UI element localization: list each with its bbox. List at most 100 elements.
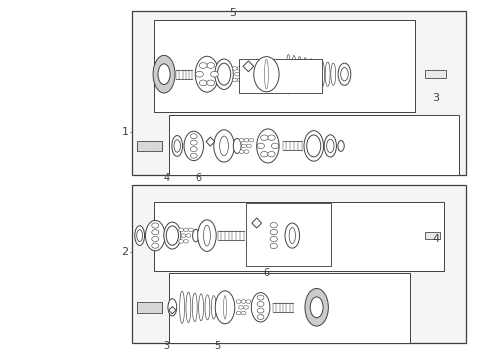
Ellipse shape bbox=[306, 135, 320, 157]
Circle shape bbox=[271, 143, 278, 149]
Ellipse shape bbox=[183, 131, 203, 161]
Circle shape bbox=[267, 135, 275, 140]
Circle shape bbox=[236, 300, 241, 303]
Circle shape bbox=[267, 152, 275, 157]
Bar bbox=[154, 21, 414, 112]
Text: 1: 1 bbox=[122, 127, 128, 136]
Circle shape bbox=[241, 144, 246, 148]
Ellipse shape bbox=[264, 59, 268, 89]
Ellipse shape bbox=[304, 131, 323, 161]
Text: 5: 5 bbox=[214, 341, 221, 351]
Ellipse shape bbox=[324, 135, 336, 157]
Circle shape bbox=[151, 223, 159, 228]
Circle shape bbox=[199, 63, 207, 68]
Ellipse shape bbox=[340, 68, 347, 81]
Circle shape bbox=[257, 143, 264, 149]
Circle shape bbox=[257, 302, 264, 307]
Ellipse shape bbox=[192, 293, 197, 321]
Circle shape bbox=[232, 67, 237, 70]
Bar bbox=[137, 140, 161, 151]
Text: 2: 2 bbox=[121, 247, 128, 257]
Ellipse shape bbox=[197, 220, 216, 251]
Circle shape bbox=[151, 230, 159, 235]
Circle shape bbox=[206, 63, 214, 68]
Circle shape bbox=[260, 135, 267, 140]
Ellipse shape bbox=[263, 220, 284, 251]
Text: 5: 5 bbox=[228, 8, 235, 18]
Bar bbox=[168, 116, 458, 175]
Ellipse shape bbox=[305, 230, 310, 241]
Bar bbox=[424, 232, 439, 239]
Circle shape bbox=[190, 147, 197, 152]
Bar bbox=[154, 202, 444, 271]
Ellipse shape bbox=[253, 57, 279, 92]
Ellipse shape bbox=[233, 138, 241, 153]
Ellipse shape bbox=[203, 225, 210, 246]
Ellipse shape bbox=[145, 220, 164, 251]
Ellipse shape bbox=[213, 130, 234, 162]
Circle shape bbox=[239, 150, 244, 153]
Ellipse shape bbox=[297, 57, 302, 92]
Ellipse shape bbox=[256, 129, 279, 163]
Ellipse shape bbox=[217, 297, 222, 318]
Ellipse shape bbox=[303, 226, 312, 244]
Ellipse shape bbox=[135, 226, 144, 246]
Circle shape bbox=[238, 306, 243, 309]
Ellipse shape bbox=[215, 291, 234, 324]
Circle shape bbox=[257, 295, 264, 300]
Bar bbox=[132, 12, 466, 175]
Bar bbox=[168, 273, 409, 343]
Circle shape bbox=[257, 308, 264, 313]
Circle shape bbox=[185, 234, 190, 237]
Circle shape bbox=[183, 239, 188, 243]
Circle shape bbox=[190, 134, 197, 139]
Circle shape bbox=[248, 138, 253, 142]
Circle shape bbox=[269, 222, 277, 228]
Circle shape bbox=[206, 80, 214, 86]
Ellipse shape bbox=[291, 55, 296, 93]
Circle shape bbox=[188, 228, 193, 231]
Ellipse shape bbox=[137, 230, 142, 242]
Ellipse shape bbox=[326, 139, 333, 153]
Bar bbox=[132, 185, 466, 343]
Circle shape bbox=[236, 311, 241, 315]
Text: 3: 3 bbox=[163, 341, 169, 351]
Ellipse shape bbox=[251, 293, 269, 322]
Ellipse shape bbox=[319, 61, 324, 87]
Polygon shape bbox=[205, 137, 214, 146]
Circle shape bbox=[151, 237, 159, 242]
Ellipse shape bbox=[167, 299, 176, 316]
Ellipse shape bbox=[223, 296, 226, 319]
Circle shape bbox=[183, 228, 188, 231]
Ellipse shape bbox=[185, 292, 190, 323]
Circle shape bbox=[181, 234, 185, 237]
Ellipse shape bbox=[308, 59, 313, 90]
Circle shape bbox=[232, 78, 237, 82]
Ellipse shape bbox=[285, 223, 299, 248]
Polygon shape bbox=[251, 218, 261, 228]
Ellipse shape bbox=[166, 226, 178, 245]
Ellipse shape bbox=[198, 294, 203, 321]
Circle shape bbox=[243, 306, 248, 309]
Circle shape bbox=[246, 144, 251, 148]
Ellipse shape bbox=[211, 296, 216, 319]
Bar bbox=[424, 70, 446, 78]
Ellipse shape bbox=[219, 136, 228, 156]
Circle shape bbox=[269, 243, 277, 249]
Bar bbox=[245, 203, 330, 266]
Ellipse shape bbox=[330, 63, 335, 85]
Circle shape bbox=[244, 138, 248, 142]
Polygon shape bbox=[243, 61, 253, 72]
Circle shape bbox=[245, 300, 250, 303]
Circle shape bbox=[241, 300, 245, 303]
Circle shape bbox=[257, 315, 264, 320]
Bar bbox=[238, 59, 321, 93]
Ellipse shape bbox=[192, 229, 199, 242]
Ellipse shape bbox=[285, 54, 290, 94]
Circle shape bbox=[237, 78, 242, 82]
Circle shape bbox=[178, 239, 183, 243]
Text: 6: 6 bbox=[195, 173, 201, 183]
Ellipse shape bbox=[337, 140, 344, 151]
Ellipse shape bbox=[204, 295, 209, 320]
Ellipse shape bbox=[337, 63, 350, 85]
